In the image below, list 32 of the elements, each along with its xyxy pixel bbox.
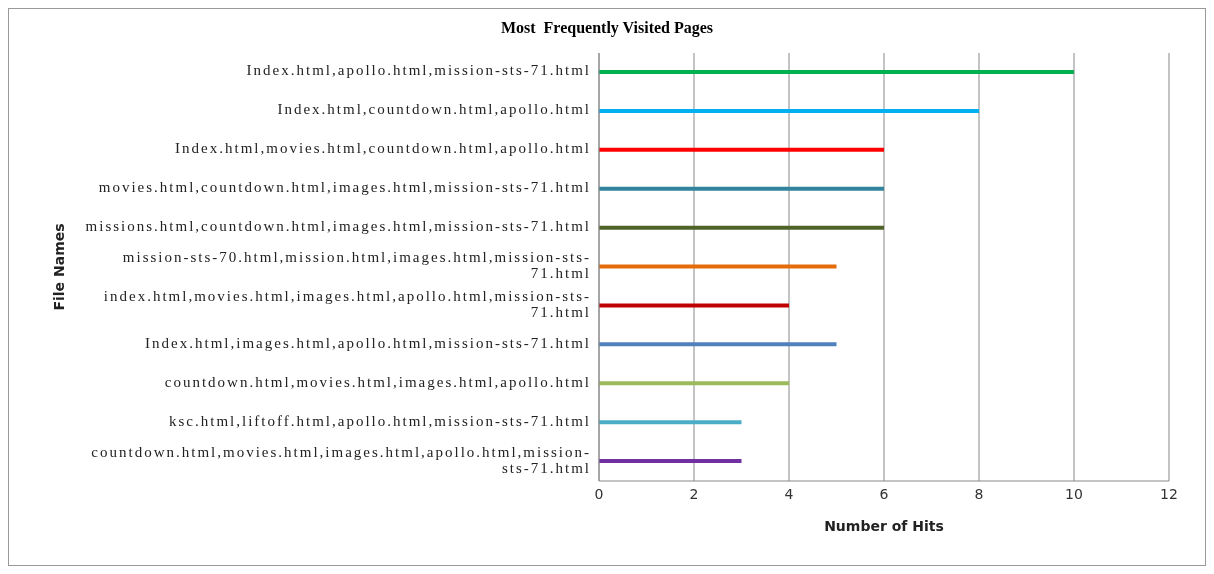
bar [599, 342, 837, 347]
y-axis-title: File Names [50, 223, 67, 311]
x-tick-label: 8 [974, 485, 984, 502]
x-tick-label: 2 [689, 485, 699, 502]
y-tick-label: Index.html,images.html,apollo.html,mission-sts-71.html [145, 335, 591, 352]
y-tick-label: movies.html,countdown.html,images.html,mission-sts-71.html [98, 179, 591, 196]
bar [599, 303, 789, 308]
y-tick-label: Index.html,apollo.html,mission-sts-71.html [246, 62, 591, 79]
x-tick-label: 4 [784, 485, 794, 502]
bar [599, 381, 789, 386]
x-tick-label: 12 [1160, 485, 1178, 502]
bar [599, 264, 837, 269]
y-tick-label: Index.html,movies.html,countdown.html,apollo.html [175, 140, 591, 157]
x-axis-title: Number of Hits [824, 518, 944, 534]
chart-title: Most Frequently Visited Pages [499, 19, 715, 37]
bar [599, 420, 742, 425]
bar [599, 108, 979, 113]
x-tick-label: 10 [1065, 485, 1083, 502]
bar [599, 147, 884, 152]
bar [599, 459, 742, 464]
y-tick-label: countdown.html,movies.html,images.html,apollo.html,mission-sts-71.html [91, 443, 591, 476]
x-tick-label: 6 [879, 485, 889, 502]
y-tick-label: index.html,movies.html,images.html,apollo.html,mission-sts-71.html [103, 288, 591, 321]
bar [599, 70, 1074, 74]
y-tick-label: ksc.html,liftoff.html,apollo.html,mission-sts-71.html [169, 413, 591, 430]
bar [599, 186, 884, 191]
x-tick-label: 0 [594, 485, 604, 502]
bar [599, 225, 884, 230]
y-tick-label: Index.html,countdown.html,apollo.html [277, 101, 591, 118]
y-tick-label: missions.html,countdown.html,images.html,mission-sts-71.html [85, 218, 591, 235]
y-tick-label: mission-sts-70.html,mission.html,images.html,mission-sts-71.html [122, 249, 591, 282]
y-tick-label: countdown.html,movies.html,images.html,apollo.html [164, 374, 591, 391]
